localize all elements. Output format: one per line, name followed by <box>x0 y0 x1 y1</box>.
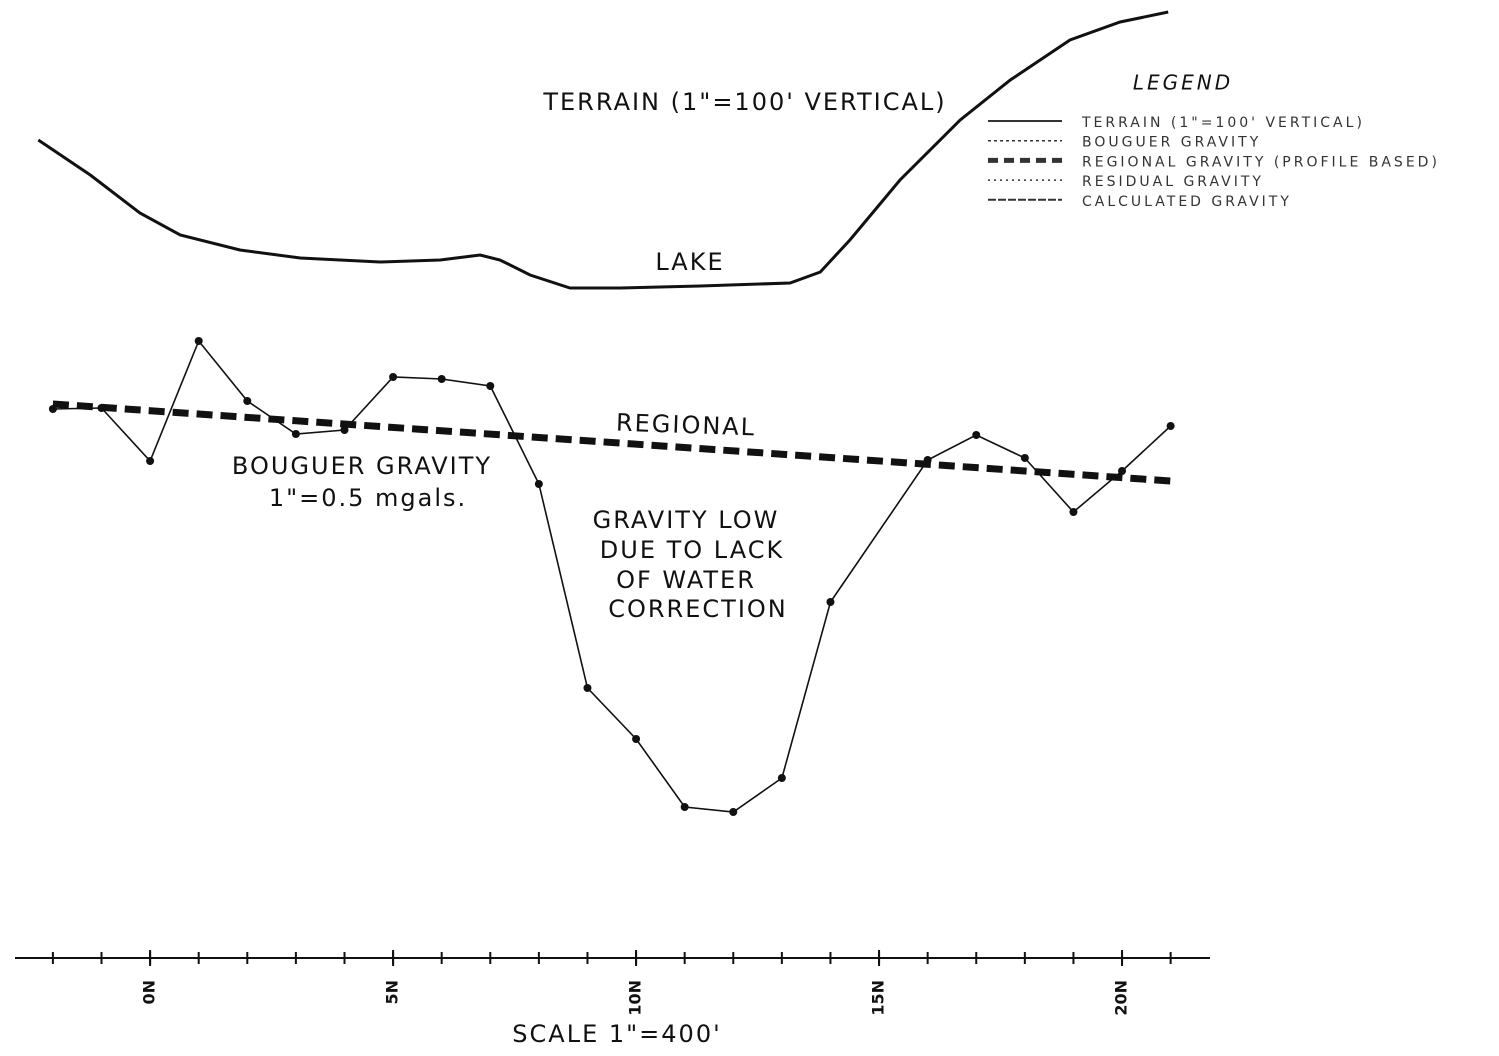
data-point <box>1118 467 1127 475</box>
annotation: 1"=0.5 mgals. <box>269 484 467 512</box>
annotation: OF WATER <box>616 566 756 594</box>
data-point <box>729 808 738 816</box>
data-point <box>534 480 543 488</box>
annotation: DUE TO LACK <box>600 536 784 564</box>
annotation: BOUGUER GRAVITY <box>232 452 492 480</box>
annotation: REGIONAL <box>616 409 757 442</box>
data-point <box>486 382 495 390</box>
data-point <box>437 375 446 383</box>
regional-line <box>52 400 1171 485</box>
profile-line <box>37 10 1169 290</box>
data-point <box>340 426 349 434</box>
x-tick-label: 20N <box>1112 980 1131 1016</box>
data-point <box>1020 454 1029 462</box>
data-point <box>680 803 689 811</box>
legend-title: LEGEND <box>1133 71 1233 95</box>
legend-label: RESIDUAL GRAVITY <box>1082 174 1264 190</box>
data-point <box>1069 508 1078 516</box>
data-point <box>632 735 641 743</box>
data-point <box>777 774 786 782</box>
legend-label: REGIONAL GRAVITY (PROFILE BASED) <box>1082 154 1440 170</box>
annotation: TERRAIN (1"=100' VERTICAL) <box>542 88 946 116</box>
x-tick-label: 15N <box>869 980 888 1016</box>
data-point <box>826 598 835 606</box>
profile-line <box>52 339 1172 813</box>
legend-label: TERRAIN (1"=100' VERTICAL) <box>1081 115 1365 131</box>
data-point <box>972 431 981 439</box>
data-point <box>146 457 155 465</box>
data-point <box>194 337 203 345</box>
annotation: CORRECTION <box>608 595 788 623</box>
annotation: GRAVITY LOW <box>593 506 780 534</box>
data-point <box>1166 422 1175 430</box>
legend-label: BOUGUER GRAVITY <box>1082 135 1261 151</box>
x-tick-label: 10N <box>626 980 645 1016</box>
data-point <box>291 430 300 438</box>
x-tick-label: 5N <box>383 980 402 1005</box>
annotation: LAKE <box>655 248 724 276</box>
data-point <box>583 684 592 692</box>
annotation: SCALE 1"=400' <box>512 1020 721 1048</box>
data-point <box>389 373 398 381</box>
data-point <box>243 397 252 405</box>
x-tick-label: 0N <box>140 980 159 1005</box>
legend-label: CALCULATED GRAVITY <box>1082 194 1292 210</box>
